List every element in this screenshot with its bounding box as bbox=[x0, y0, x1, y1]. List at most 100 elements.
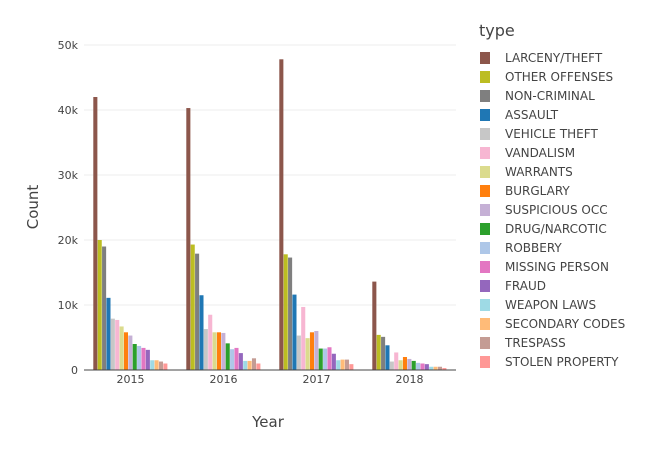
x-tick-labels: 2015 2016 2017 2018 bbox=[117, 373, 424, 386]
legend-label: DRUG/NARCOTIC bbox=[505, 222, 607, 236]
bar bbox=[283, 254, 288, 370]
legend-swatch bbox=[480, 128, 490, 140]
gridlines bbox=[84, 44, 456, 306]
legend-label: SUSPICIOUS OCC bbox=[505, 203, 608, 217]
bar bbox=[416, 362, 421, 370]
y-tick-label: 40k bbox=[58, 104, 79, 117]
legend-swatch bbox=[480, 242, 490, 254]
bar bbox=[407, 358, 412, 370]
legend-item[interactable]: STOLEN PROPERTY bbox=[480, 355, 619, 369]
legend-label: NON-CRIMINAL bbox=[505, 89, 595, 103]
legend-swatch bbox=[480, 223, 490, 235]
bar bbox=[394, 352, 399, 370]
bar bbox=[247, 360, 252, 370]
bar bbox=[424, 364, 429, 370]
bar bbox=[154, 360, 159, 370]
bar bbox=[243, 360, 248, 370]
legend-item[interactable]: SUSPICIOUS OCC bbox=[480, 203, 608, 217]
legend-label: MISSING PERSON bbox=[505, 260, 609, 274]
bar bbox=[279, 59, 284, 371]
legend-item[interactable]: NON-CRIMINAL bbox=[480, 89, 595, 103]
bar bbox=[323, 348, 328, 370]
bar bbox=[292, 294, 297, 370]
legend-swatch bbox=[480, 52, 490, 64]
bar bbox=[208, 314, 213, 370]
bar bbox=[199, 295, 204, 370]
legend-item[interactable]: LARCENY/THEFT bbox=[480, 51, 603, 65]
bar bbox=[318, 348, 323, 370]
legend-item[interactable]: VEHICLE THEFT bbox=[480, 127, 598, 141]
legend-item[interactable]: VANDALISM bbox=[480, 146, 575, 160]
legend-item[interactable]: TRESPASS bbox=[480, 336, 566, 350]
bar bbox=[429, 366, 434, 370]
bar bbox=[216, 332, 222, 370]
legend-swatch bbox=[480, 90, 490, 102]
legend-label: LARCENY/THEFT bbox=[505, 51, 603, 65]
legend-label: STOLEN PROPERTY bbox=[505, 355, 619, 369]
bar bbox=[110, 318, 115, 370]
bar bbox=[102, 246, 107, 370]
legend-swatch bbox=[480, 204, 490, 216]
bar bbox=[336, 360, 341, 370]
legend-swatch bbox=[480, 280, 490, 292]
legend-label: WARRANTS bbox=[505, 165, 573, 179]
y-tick-label: 20k bbox=[58, 234, 79, 247]
legend-label: OTHER OFFENSES bbox=[505, 70, 613, 84]
legend-swatch bbox=[480, 166, 490, 178]
bars bbox=[93, 59, 447, 371]
legend-item[interactable]: ASSAULT bbox=[480, 108, 559, 122]
bar bbox=[411, 360, 416, 370]
legend-title: type bbox=[479, 21, 515, 40]
bar bbox=[190, 244, 195, 370]
bar bbox=[433, 366, 438, 370]
legend-swatch bbox=[480, 356, 490, 368]
legend-item[interactable]: WEAPON LAWS bbox=[480, 298, 596, 312]
bar bbox=[137, 345, 142, 370]
bar bbox=[212, 332, 217, 370]
bar bbox=[301, 306, 306, 370]
legend-swatch bbox=[480, 299, 490, 311]
bar bbox=[150, 360, 155, 370]
bar bbox=[106, 297, 111, 370]
y-tick-labels: 0 10k 20k 30k 40k 50k bbox=[58, 39, 79, 377]
x-axis-title: Year bbox=[251, 413, 285, 431]
bar bbox=[389, 361, 394, 370]
bar bbox=[141, 347, 146, 370]
legend-item[interactable]: FRAUD bbox=[480, 279, 546, 293]
bar bbox=[381, 336, 386, 370]
legend-label: WEAPON LAWS bbox=[505, 298, 596, 312]
legend-label: VEHICLE THEFT bbox=[505, 127, 598, 141]
bar bbox=[145, 349, 150, 370]
y-axis-title: Count bbox=[24, 185, 42, 230]
bar bbox=[402, 357, 408, 370]
y-tick-label: 10k bbox=[58, 299, 79, 312]
bar bbox=[238, 353, 243, 370]
legend-item[interactable]: WARRANTS bbox=[480, 165, 573, 179]
bar bbox=[93, 97, 98, 370]
bar bbox=[203, 329, 208, 370]
bar bbox=[195, 253, 200, 370]
bar bbox=[314, 331, 319, 370]
legend: type LARCENY/THEFT OTHER OFFENSES NON-CRIM… bbox=[479, 21, 625, 369]
x-tick-label: 2015 bbox=[117, 373, 145, 386]
bar bbox=[376, 334, 381, 370]
legend-label: SECONDARY CODES bbox=[505, 317, 625, 331]
bar bbox=[296, 335, 301, 370]
legend-item[interactable]: BURGLARY bbox=[480, 184, 570, 198]
legend-item[interactable]: SECONDARY CODES bbox=[480, 317, 625, 331]
bar bbox=[349, 364, 354, 370]
bar bbox=[305, 338, 310, 370]
y-tick-label: 0 bbox=[71, 364, 78, 377]
legend-item[interactable]: ROBBERY bbox=[480, 241, 562, 255]
x-tick-label: 2018 bbox=[396, 373, 424, 386]
legend-swatch bbox=[480, 147, 490, 159]
bar bbox=[251, 358, 257, 370]
bar bbox=[230, 349, 235, 370]
bar bbox=[309, 332, 315, 370]
legend-item[interactable]: MISSING PERSON bbox=[480, 260, 609, 274]
legend-swatch bbox=[480, 185, 490, 197]
legend-item[interactable]: OTHER OFFENSES bbox=[480, 70, 613, 84]
legend-label: TRESPASS bbox=[504, 336, 566, 350]
legend-item[interactable]: DRUG/NARCOTIC bbox=[480, 222, 607, 236]
